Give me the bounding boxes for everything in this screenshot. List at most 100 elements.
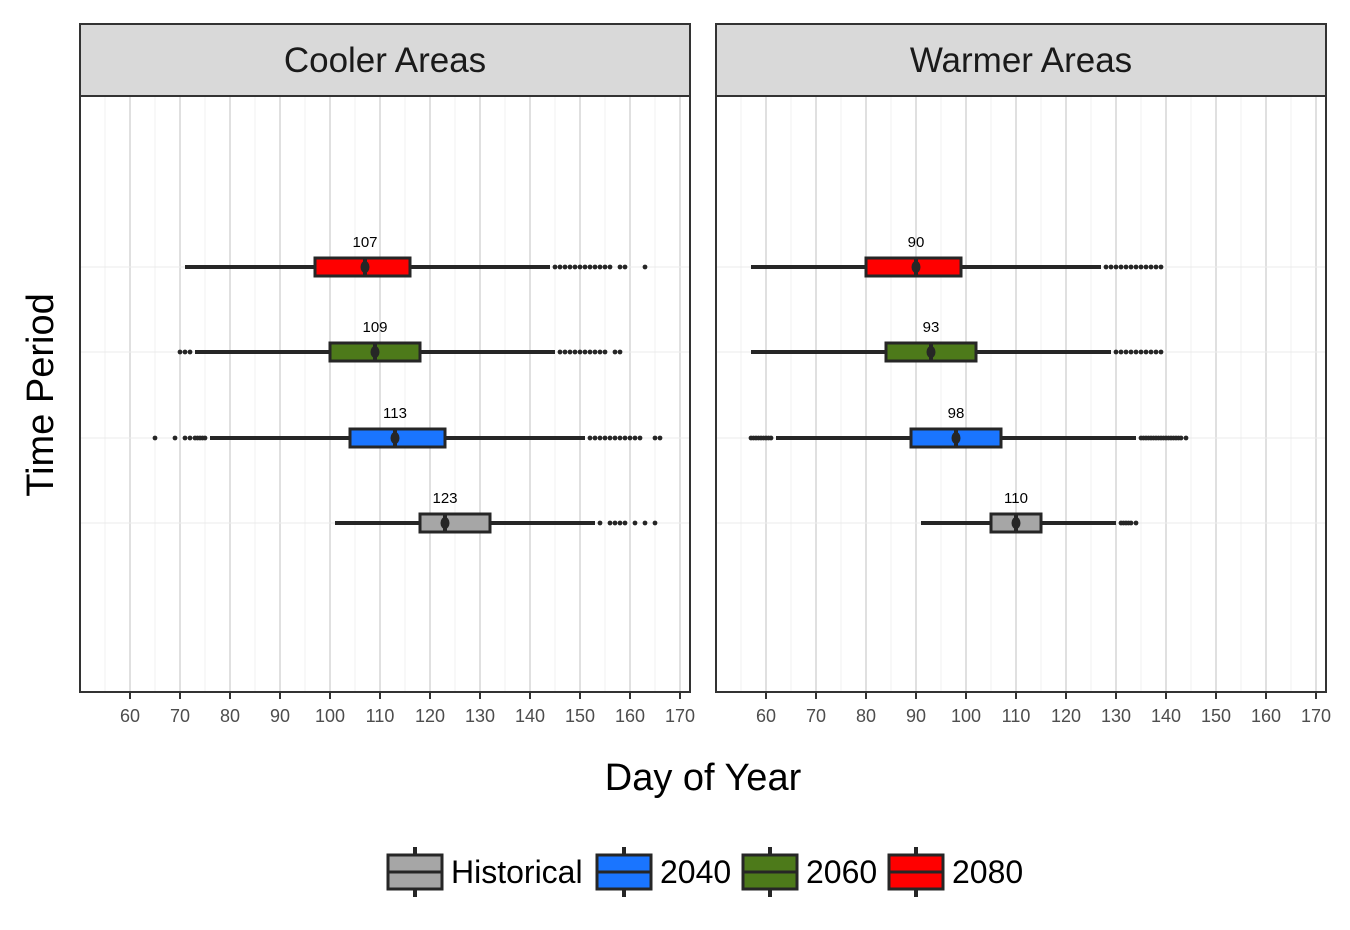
panel-cooler: Cooler Areas 123 113 109 107 60 70 80 90 100 110 12… (79, 23, 695, 726)
outlier-point (567, 264, 573, 270)
boxplot-2060: 109 (177, 319, 623, 363)
outlier-point (187, 435, 193, 441)
median-label: 109 (362, 319, 387, 336)
x-tick-label: 90 (906, 706, 926, 726)
boxplot-2080: 90 (751, 234, 1164, 278)
legend-item-2080: 2080 (887, 847, 1023, 897)
median-label: 107 (352, 234, 377, 251)
x-tick-label: 130 (1101, 706, 1131, 726)
outlier-point (587, 264, 593, 270)
outlier-point (572, 264, 578, 270)
legend-label: 2080 (952, 854, 1023, 890)
outlier-point (652, 435, 658, 441)
outlier-point (582, 264, 588, 270)
outlier-point (1103, 264, 1109, 270)
y-axis-title: Time Period (20, 293, 62, 496)
outlier-point (577, 349, 583, 355)
outlier-point (602, 349, 608, 355)
outlier-point (1138, 349, 1144, 355)
x-tick-label: 170 (1301, 706, 1331, 726)
outlier-point (562, 264, 568, 270)
x-tick-label: 150 (565, 706, 595, 726)
outlier-point (622, 264, 628, 270)
legend-label: Historical (451, 854, 583, 890)
outlier-point (1128, 349, 1134, 355)
outlier-point (1128, 520, 1134, 526)
outlier-point (1158, 264, 1164, 270)
outlier-point (567, 349, 573, 355)
box (418, 512, 492, 534)
outlier-point (1133, 264, 1139, 270)
panel-title: Warmer Areas (910, 41, 1132, 80)
x-tick-label: 130 (465, 706, 495, 726)
outlier-point (1158, 349, 1164, 355)
x-tick-label: 160 (1251, 706, 1281, 726)
x-tick-label: 140 (1151, 706, 1181, 726)
boxplot-historical: 123 (335, 490, 658, 534)
panel-warmer: Warmer Areas 110 98 93 90 60 70 80 90 100 110 120 13… (715, 23, 1331, 726)
outlier-point (607, 264, 613, 270)
outlier-point (587, 435, 593, 441)
outlier-point (182, 435, 188, 441)
outlier-point (1123, 264, 1129, 270)
x-tick-label: 60 (756, 706, 776, 726)
outlier-point (1118, 349, 1124, 355)
outlier-point (607, 520, 613, 526)
mean-point (370, 346, 380, 358)
outlier-point (592, 435, 598, 441)
panel-border (79, 95, 691, 693)
mean-point (360, 261, 370, 273)
boxplot-historical: 110 (921, 490, 1139, 534)
outlier-point (617, 264, 623, 270)
outlier-point (172, 435, 178, 441)
outlier-point (1113, 264, 1119, 270)
outlier-point (592, 349, 598, 355)
x-tick-label: 120 (415, 706, 445, 726)
panel-strip (79, 23, 691, 97)
outlier-point (602, 264, 608, 270)
outlier-point (597, 435, 603, 441)
panel-strip (715, 23, 1327, 97)
median-label: 98 (948, 405, 965, 422)
x-tick-label: 120 (1051, 706, 1081, 726)
outlier-point (607, 435, 613, 441)
outlier-point (632, 520, 638, 526)
x-tick-label: 80 (856, 706, 876, 726)
outlier-point (637, 435, 643, 441)
x-tick-label: 80 (220, 706, 240, 726)
outlier-point (602, 435, 608, 441)
x-tick-label: 70 (806, 706, 826, 726)
outlier-point (652, 520, 658, 526)
outlier-point (202, 435, 208, 441)
outlier-point (177, 349, 183, 355)
outlier-point (1128, 264, 1134, 270)
median-label: 123 (432, 490, 457, 507)
outlier-point (1148, 349, 1154, 355)
outlier-point (612, 349, 618, 355)
outlier-point (562, 349, 568, 355)
outlier-point (1138, 264, 1144, 270)
outlier-point (577, 264, 583, 270)
panel-title: Cooler Areas (284, 41, 486, 80)
x-tick-label: 70 (170, 706, 190, 726)
legend-label: 2060 (806, 854, 877, 890)
boxplot-2080: 107 (185, 234, 648, 278)
outlier-point (1153, 264, 1159, 270)
boxplot-2060: 93 (751, 319, 1164, 363)
median-label: 93 (923, 319, 940, 336)
outlier-point (612, 520, 618, 526)
median-label: 113 (383, 405, 407, 422)
outlier-point (572, 349, 578, 355)
outlier-point (642, 264, 648, 270)
outlier-point (622, 435, 628, 441)
outlier-point (597, 520, 603, 526)
outlier-point (612, 435, 618, 441)
outlier-point (1113, 349, 1119, 355)
median-label: 110 (1004, 490, 1028, 507)
outlier-point (597, 264, 603, 270)
outlier-point (1178, 435, 1184, 441)
outlier-point (552, 264, 558, 270)
outlier-point (152, 435, 158, 441)
legend: Historical 2040 2060 2080 (386, 847, 1023, 897)
